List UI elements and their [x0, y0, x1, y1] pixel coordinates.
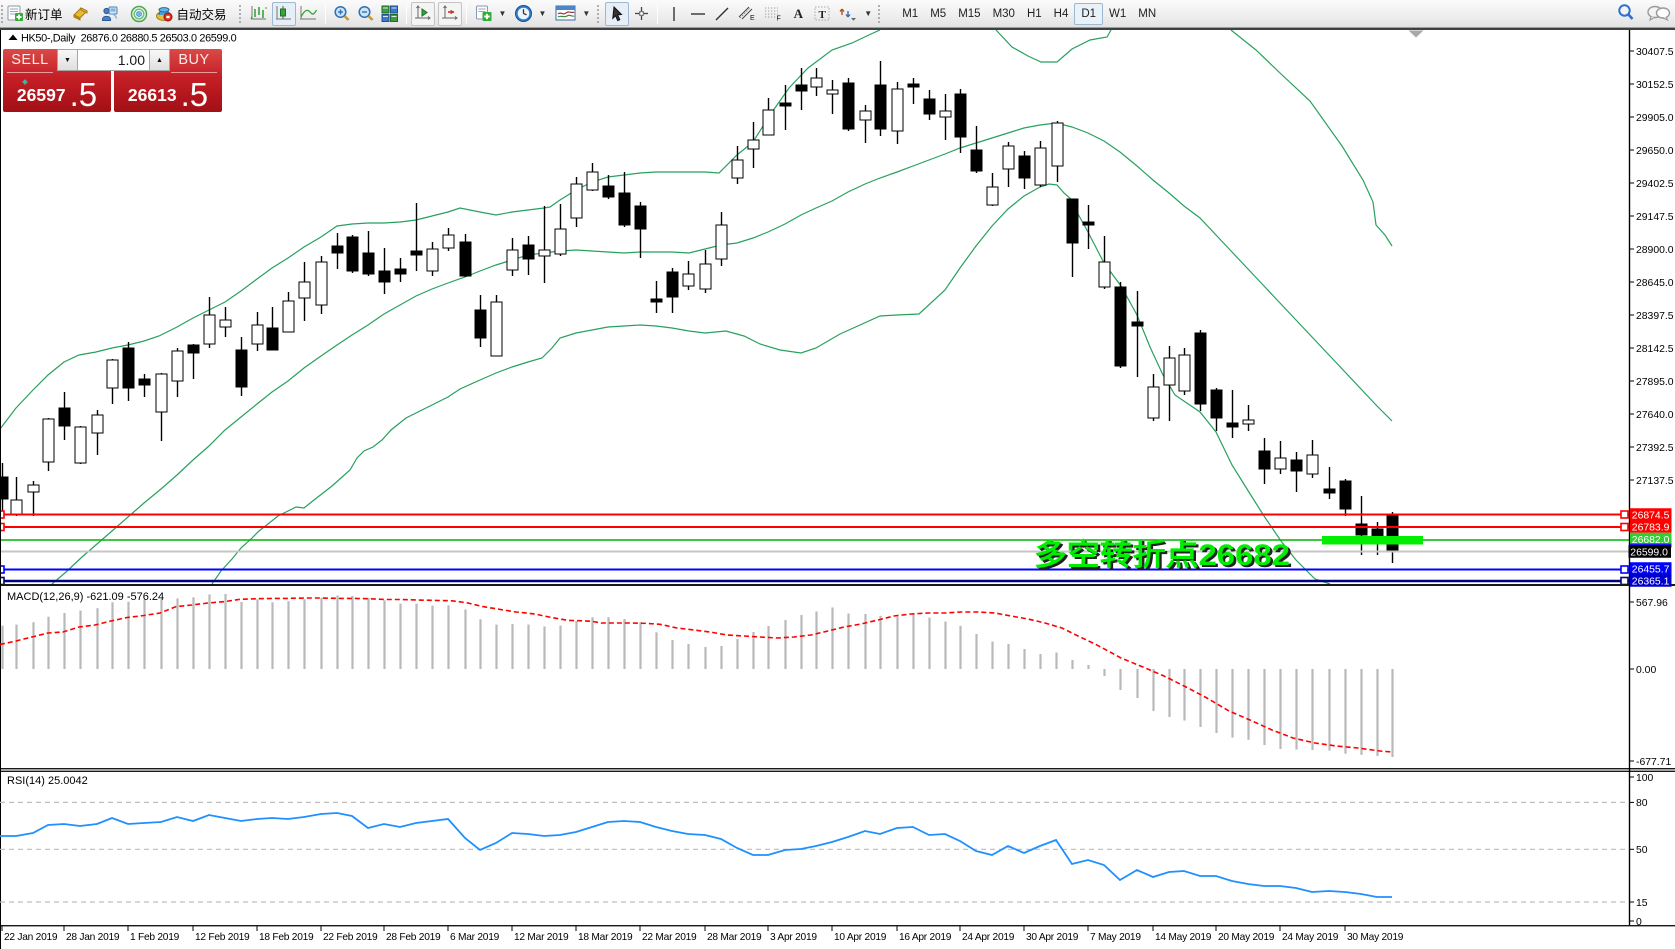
svg-text:16 Apr 2019: 16 Apr 2019 — [899, 932, 952, 943]
svg-text:26455.7: 26455.7 — [1632, 564, 1670, 575]
svg-text:28900.0: 28900.0 — [1636, 245, 1674, 256]
svg-text:7 May 2019: 7 May 2019 — [1090, 932, 1141, 943]
svg-text:26783.9: 26783.9 — [1632, 522, 1670, 533]
svg-text:12 Feb 2019: 12 Feb 2019 — [195, 932, 250, 943]
svg-text:567.96: 567.96 — [1636, 598, 1668, 609]
svg-text:29147.5: 29147.5 — [1636, 212, 1674, 223]
svg-text:30 May 2019: 30 May 2019 — [1347, 932, 1404, 943]
svg-text:27137.5: 27137.5 — [1636, 476, 1674, 487]
svg-text:80: 80 — [1636, 798, 1648, 809]
svg-text:E: E — [750, 15, 755, 22]
svg-text:22 Feb 2019: 22 Feb 2019 — [323, 932, 378, 943]
svg-text:28142.5: 28142.5 — [1636, 344, 1674, 355]
svg-text:18 Feb 2019: 18 Feb 2019 — [259, 932, 314, 943]
svg-text:30 Apr 2019: 30 Apr 2019 — [1026, 932, 1079, 943]
svg-text:1 Feb 2019: 1 Feb 2019 — [130, 932, 180, 943]
svg-text:18 Mar 2019: 18 Mar 2019 — [578, 932, 633, 943]
svg-text:RSI(14) 25.0042: RSI(14) 25.0042 — [7, 775, 88, 787]
svg-text:3 Apr 2019: 3 Apr 2019 — [770, 932, 817, 943]
svg-text:HK50-,Daily 26876.0 26880.5 2: HK50-,Daily 26876.0 26880.5 26503.0 2659… — [21, 33, 237, 45]
svg-text:30407.5: 30407.5 — [1636, 47, 1674, 58]
svg-text:MACD(12,26,9) -621.09 -576.24: MACD(12,26,9) -621.09 -576.24 — [7, 591, 164, 603]
svg-text:28397.5: 28397.5 — [1636, 311, 1674, 322]
svg-text:28 Mar 2019: 28 Mar 2019 — [707, 932, 762, 943]
svg-text:24 May 2019: 24 May 2019 — [1282, 932, 1339, 943]
svg-text:28 Feb 2019: 28 Feb 2019 — [386, 932, 441, 943]
svg-text:22 Jan 2019: 22 Jan 2019 — [4, 932, 58, 943]
svg-text:27640.0: 27640.0 — [1636, 410, 1674, 421]
svg-text:26874.5: 26874.5 — [1632, 510, 1670, 521]
svg-text:-677.71: -677.71 — [1636, 757, 1671, 768]
svg-text:30152.5: 30152.5 — [1636, 80, 1674, 91]
svg-text:T: T — [819, 9, 827, 21]
svg-text:12 Mar 2019: 12 Mar 2019 — [514, 932, 569, 943]
svg-text:10 Apr 2019: 10 Apr 2019 — [834, 932, 887, 943]
svg-text:26682.0: 26682.0 — [1632, 535, 1670, 546]
svg-text:28 Jan 2019: 28 Jan 2019 — [66, 932, 120, 943]
svg-text:24 Apr 2019: 24 Apr 2019 — [962, 932, 1015, 943]
svg-text:50: 50 — [1636, 845, 1648, 856]
svg-text:14 May 2019: 14 May 2019 — [1155, 932, 1212, 943]
svg-text:多空转折点26682: 多空转折点26682 — [1034, 539, 1290, 572]
svg-text:26599.0: 26599.0 — [1630, 547, 1668, 558]
svg-text:29905.0: 29905.0 — [1636, 113, 1674, 124]
svg-text:100: 100 — [1636, 773, 1654, 784]
svg-text:20 May 2019: 20 May 2019 — [1218, 932, 1275, 943]
svg-text:28645.0: 28645.0 — [1636, 278, 1674, 289]
svg-text:6 Mar 2019: 6 Mar 2019 — [450, 932, 500, 943]
svg-text:F: F — [777, 16, 781, 23]
svg-text:27895.0: 27895.0 — [1636, 377, 1674, 388]
svg-text:26365.1: 26365.1 — [1632, 576, 1670, 587]
svg-text:15: 15 — [1636, 898, 1648, 909]
svg-text:27392.5: 27392.5 — [1636, 443, 1674, 454]
svg-text:22 Mar 2019: 22 Mar 2019 — [642, 932, 697, 943]
svg-text:29402.5: 29402.5 — [1636, 179, 1674, 190]
svg-text:0.00: 0.00 — [1636, 665, 1656, 676]
svg-text:29650.0: 29650.0 — [1636, 146, 1674, 157]
svg-text:0: 0 — [1636, 917, 1642, 928]
